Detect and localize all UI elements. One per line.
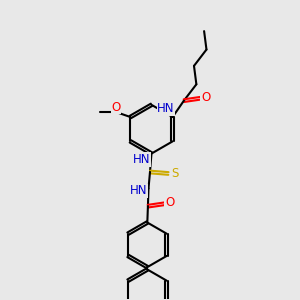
Text: O: O <box>201 91 210 103</box>
Text: S: S <box>171 167 179 180</box>
Text: O: O <box>165 196 174 209</box>
Text: HN: HN <box>133 153 151 166</box>
Text: HN: HN <box>157 102 175 115</box>
Text: O: O <box>112 101 121 114</box>
Text: HN: HN <box>130 184 148 197</box>
